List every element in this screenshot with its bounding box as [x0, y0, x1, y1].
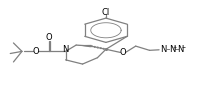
Text: N: N	[177, 45, 184, 54]
Polygon shape	[76, 45, 91, 47]
Text: +: +	[172, 45, 177, 50]
Text: N: N	[169, 45, 175, 54]
Text: −: −	[181, 45, 185, 50]
Text: N: N	[62, 45, 69, 54]
Text: O: O	[33, 47, 39, 56]
Text: N: N	[160, 45, 167, 54]
Text: Cl: Cl	[102, 8, 110, 17]
Text: O: O	[120, 48, 126, 57]
Text: O: O	[45, 33, 52, 42]
